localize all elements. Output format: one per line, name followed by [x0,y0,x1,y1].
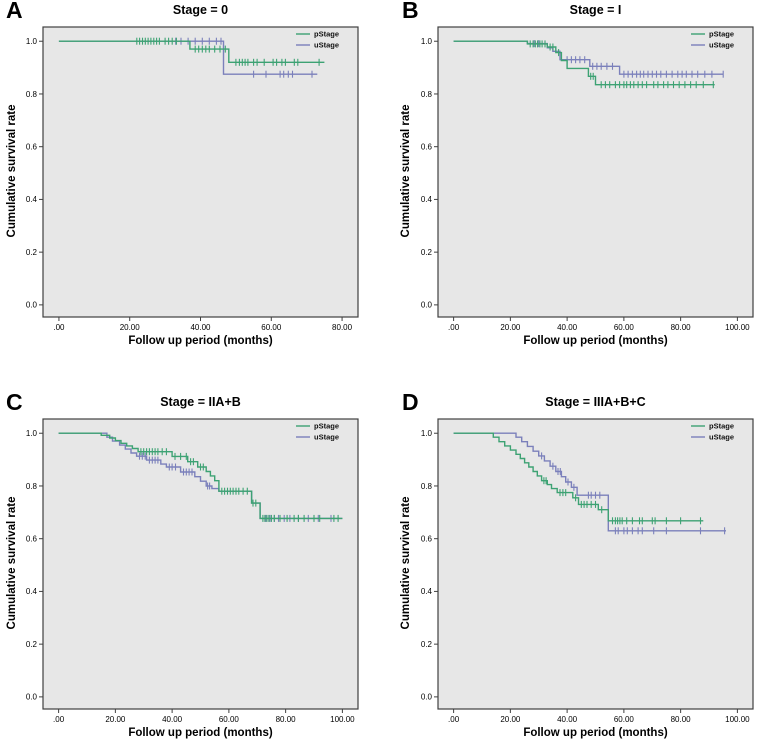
svg-text:0.2: 0.2 [26,640,38,649]
svg-text:uStage: uStage [709,433,734,442]
svg-text:100.00: 100.00 [330,715,355,724]
svg-text:0.4: 0.4 [26,587,38,596]
svg-text:40.00: 40.00 [190,323,211,332]
panel-title-b: Stage = I [569,3,622,17]
svg-text:0.0: 0.0 [421,301,433,310]
svg-text:0.8: 0.8 [421,90,433,99]
svg-text:40.00: 40.00 [162,715,183,724]
svg-text:0.6: 0.6 [26,142,38,151]
svg-text:60.00: 60.00 [614,715,635,724]
km-plot-stage-2ab: .00 20.00 40.00 60.00 80.00 100.00 0.0 0.2 0.4 0.… [26,418,359,724]
svg-text:.00: .00 [448,715,460,724]
svg-text:1.0: 1.0 [421,429,433,438]
x-axis-label-a: Follow up period (months) [128,335,273,347]
svg-text:pStage: pStage [709,30,734,39]
svg-text:0.4: 0.4 [26,195,38,204]
km-plot-stage-0: .00 20.00 40.00 60.00 80.00 0.0 0.2 0.4 0.6 0.8 1.… [26,26,359,332]
svg-text:uStage: uStage [709,41,734,50]
x-axis-label-c: Follow up period (months) [128,727,273,739]
svg-text:0.8: 0.8 [26,482,38,491]
km-plot-stage-3abc: .00 20.00 40.00 60.00 80.00 100.00 0.0 0.2 0.4 0.… [421,418,754,724]
panel-letter-b: B [402,0,419,23]
svg-text:pStage: pStage [709,422,734,431]
svg-text:0.0: 0.0 [421,693,433,702]
svg-text:uStage: uStage [314,41,339,50]
x-axis-label-d: Follow up period (months) [523,727,668,739]
panel-title-a: Stage = 0 [172,3,229,17]
svg-text:0.4: 0.4 [421,195,433,204]
panel-title-c: Stage = IIA+B [160,395,241,409]
svg-text:20.00: 20.00 [120,323,141,332]
svg-text:0.0: 0.0 [26,301,38,310]
svg-text:20.00: 20.00 [105,715,126,724]
panel-letter-a: A [6,0,23,23]
panel-stage-0: A Stage = 0 Cumulative survival rate .00… [0,0,381,359]
panel-letter-c: C [6,389,23,415]
panel-stage-2ab: C Stage = IIA+B Cumulative survival rate… [0,389,381,751]
svg-text:0.6: 0.6 [421,142,433,151]
svg-text:80.00: 80.00 [671,323,692,332]
panel-title-d: Stage = IIIA+B+C [545,395,646,409]
svg-text:0.6: 0.6 [26,534,38,543]
svg-text:pStage: pStage [314,422,339,431]
svg-text:.00: .00 [53,715,65,724]
svg-text:0.2: 0.2 [26,248,38,257]
svg-text:20.00: 20.00 [500,323,521,332]
panel-stage-3abc: D Stage = IIIA+B+C Cumulative survival r… [382,389,763,751]
svg-text:1.0: 1.0 [26,429,38,438]
svg-text:40.00: 40.00 [557,715,578,724]
panel-stage-1: B Stage = I Cumulative survival rate .00… [382,0,763,359]
svg-text:1.0: 1.0 [421,37,433,46]
svg-text:pStage: pStage [314,30,339,39]
svg-text:0.2: 0.2 [421,640,433,649]
svg-text:0.2: 0.2 [421,248,433,257]
svg-text:60.00: 60.00 [614,323,635,332]
x-axis-label-b: Follow up period (months) [523,335,668,347]
svg-text:1.0: 1.0 [26,37,38,46]
svg-text:0.4: 0.4 [421,587,433,596]
svg-text:0.8: 0.8 [421,482,433,491]
svg-text:uStage: uStage [314,433,339,442]
svg-text:100.00: 100.00 [725,323,750,332]
svg-text:.00: .00 [53,323,65,332]
svg-text:0.0: 0.0 [26,693,38,702]
svg-text:.00: .00 [448,323,460,332]
svg-text:60.00: 60.00 [219,715,240,724]
svg-text:80.00: 80.00 [276,715,297,724]
svg-text:100.00: 100.00 [725,715,750,724]
svg-text:60.00: 60.00 [261,323,282,332]
km-plot-stage-1: .00 20.00 40.00 60.00 80.00 100.00 0.0 0.2 0.4 0.… [421,26,754,332]
svg-text:80.00: 80.00 [671,715,692,724]
panel-letter-d: D [402,389,419,415]
svg-text:0.8: 0.8 [26,90,38,99]
svg-text:20.00: 20.00 [500,715,521,724]
svg-text:0.6: 0.6 [421,534,433,543]
svg-text:40.00: 40.00 [557,323,578,332]
svg-text:80.00: 80.00 [332,323,353,332]
